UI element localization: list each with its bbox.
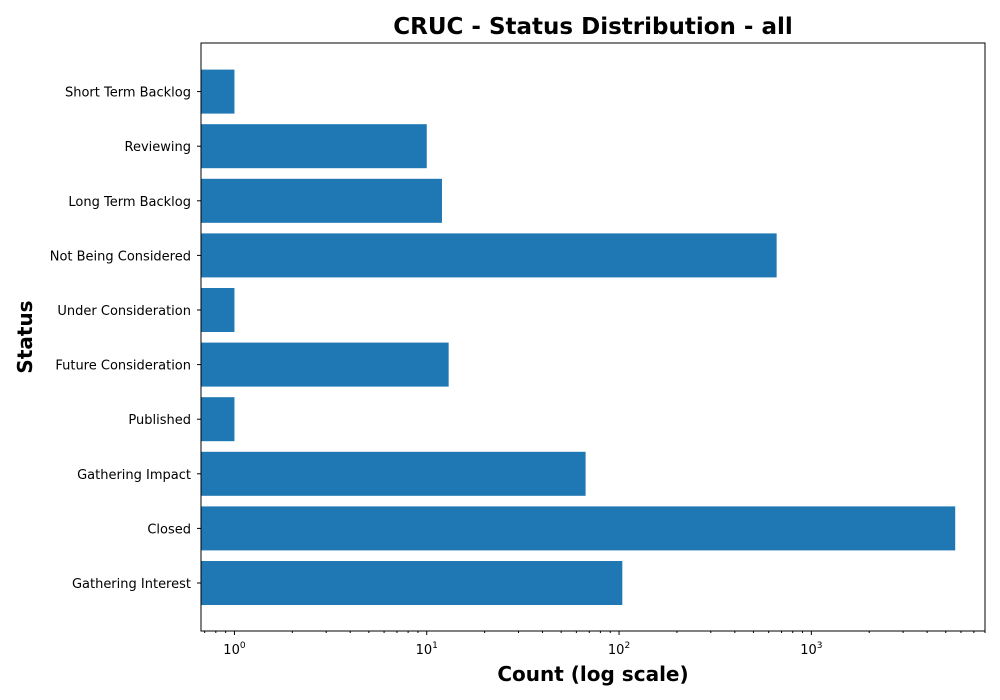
y-tick-label: Future Consideration (55, 359, 191, 374)
bar-long-term-backlog (201, 178, 442, 223)
y-tick-label: Closed (147, 522, 191, 537)
bar-reviewing (201, 124, 427, 169)
bar-published (201, 397, 235, 442)
bar-not-being-considered (201, 233, 777, 278)
bar-future-consideration (201, 342, 449, 387)
x-axis-title: Count (log scale) (497, 662, 688, 686)
x-tick-label: 103 (800, 641, 822, 658)
bar-closed (201, 506, 956, 551)
y-tick-label: Reviewing (125, 140, 192, 155)
x-tick-label: 102 (608, 641, 630, 658)
chart-title: CRUC - Status Distribution - all (393, 14, 792, 40)
x-axis-ticks: 100 101 102 103 (204, 631, 986, 658)
bar-gathering-impact (201, 451, 586, 496)
x-tick-label: 101 (416, 641, 438, 658)
y-axis-ticks: Gathering Interest Closed Gathering Impact… (50, 86, 201, 592)
y-tick-label: Long Term Backlog (68, 195, 191, 210)
y-tick-label: Short Term Backlog (65, 86, 191, 101)
bars-group (201, 69, 956, 605)
plot-area-frame (200, 42, 986, 632)
y-tick-label: Gathering Impact (77, 468, 191, 483)
y-tick-label: Under Consideration (57, 304, 191, 319)
y-axis-title: Status (13, 300, 37, 373)
bar-short-term-backlog (201, 69, 235, 114)
y-tick-label: Gathering Interest (72, 577, 191, 592)
bar-under-consideration (201, 288, 235, 332)
bar-gathering-interest (201, 561, 623, 605)
y-tick-label: Not Being Considered (50, 249, 191, 264)
x-tick-label: 100 (223, 641, 246, 658)
y-tick-label: Published (128, 413, 191, 428)
